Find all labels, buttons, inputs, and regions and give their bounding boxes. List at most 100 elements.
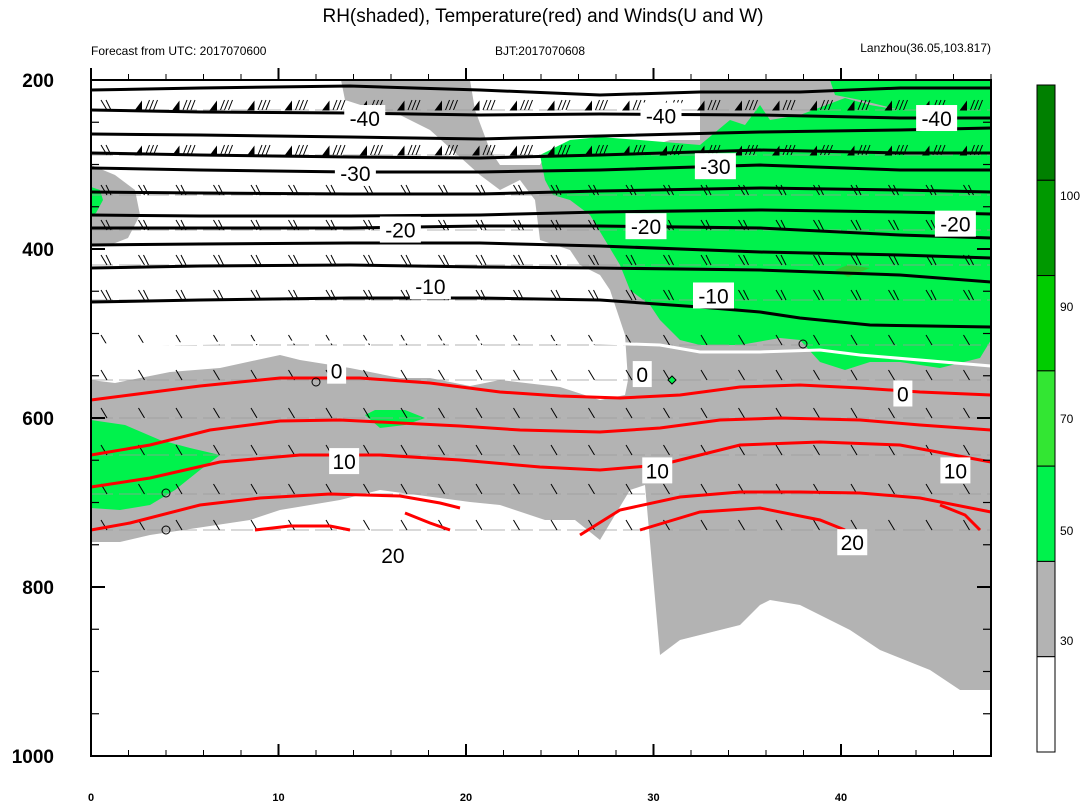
location-label: Lanzhou(36.05,103.817)	[860, 41, 991, 55]
wind-barb	[775, 184, 783, 196]
wind-barb	[888, 219, 895, 231]
wind-barb	[636, 99, 642, 111]
wind-barb	[220, 144, 225, 156]
y-tick-label: 400	[22, 240, 54, 261]
contour-label-box	[893, 380, 913, 407]
wind-barb	[250, 407, 258, 419]
wind-barb	[813, 407, 820, 419]
wind-barb-pennant	[959, 100, 967, 111]
wind-barb	[855, 289, 862, 301]
wind-barb	[861, 99, 867, 111]
wind-barb	[782, 99, 788, 111]
wind-barb	[213, 483, 220, 495]
wind-barb	[775, 289, 783, 301]
contour-label-box	[693, 282, 734, 309]
contour-markers	[161, 339, 808, 535]
wind-barb	[550, 254, 558, 266]
wind-barb	[299, 144, 304, 156]
contour-label-box	[379, 216, 421, 243]
colorbar-tick-label: 90	[1060, 300, 1074, 314]
wind-barb	[100, 289, 108, 301]
wind-barb	[813, 519, 820, 531]
wind-barb	[775, 407, 783, 419]
x-tick-label: 40	[835, 792, 847, 804]
wind-barb-pennant	[884, 100, 892, 111]
isotherm-5	[90, 376, 992, 402]
plot-area: -40 -40 -40 -30 -30 -20 -20 -20 -10 -10 0 0 0 10 10 10 2…	[12, 68, 992, 804]
wind-barb	[486, 99, 492, 111]
wind-barb	[850, 444, 858, 456]
temperature-contours-warm	[90, 376, 992, 537]
wind-barb	[700, 483, 708, 495]
wind-barb	[888, 254, 895, 266]
wind-barb	[738, 334, 745, 346]
wind-barb-pennant	[322, 145, 330, 156]
wind-barb	[105, 289, 112, 301]
contour-label-box	[625, 213, 667, 240]
wind-barb	[705, 254, 712, 266]
wind-barb	[595, 99, 600, 111]
wind-barb	[105, 254, 112, 266]
wind-barb	[599, 144, 604, 156]
wind-barb	[663, 254, 670, 266]
wind-barb	[138, 483, 145, 495]
wind-barb-pennant	[809, 100, 817, 111]
wind-barb	[513, 407, 520, 419]
wind-barb	[588, 407, 595, 419]
wind-barb	[593, 289, 599, 301]
wind-barb-pennant	[359, 145, 367, 156]
wind-barb	[513, 444, 520, 456]
wind-barb-pennant	[247, 145, 255, 156]
contour-label-box	[934, 210, 976, 237]
wind-barb	[925, 519, 933, 531]
wind-barb-pennant	[434, 145, 442, 156]
wind-barb	[400, 254, 408, 266]
contour-label: -20	[385, 220, 415, 243]
wind-barb	[550, 369, 558, 381]
wind-barb	[524, 99, 529, 111]
contour-label: 10	[944, 460, 967, 483]
isotherm-20c	[639, 506, 846, 532]
isotherm-neg40b	[90, 126, 992, 141]
wind-barb	[288, 254, 295, 266]
wind-barb	[818, 219, 824, 231]
wind-barb	[265, 99, 271, 111]
isotherm-neg5	[90, 296, 992, 329]
wind-barb	[482, 99, 488, 111]
contour-label: -40	[350, 108, 380, 131]
wind-barb	[970, 99, 975, 111]
wind-barb	[599, 99, 604, 111]
wind-barb	[100, 254, 108, 266]
wind-barb	[325, 334, 333, 346]
y-tick-label: 600	[22, 409, 54, 430]
wind-barb	[850, 369, 858, 381]
wind-barb	[220, 99, 225, 111]
wind-barb	[332, 144, 338, 156]
wind-barb	[715, 99, 721, 111]
contour-label-box	[344, 105, 386, 132]
wind-barb	[303, 99, 308, 111]
contour-label: -40	[646, 105, 676, 128]
wind-barb	[700, 519, 708, 531]
wind-barb	[480, 254, 487, 266]
wind-barb-pennant	[622, 100, 630, 111]
isotherm-neg10a	[90, 241, 992, 260]
contour-label: 20	[381, 545, 404, 568]
wind-barb	[588, 444, 595, 456]
contour-label: 10	[646, 460, 669, 483]
wind-barb	[925, 289, 933, 301]
contour-label: -30	[340, 163, 370, 186]
wind-barb	[293, 254, 299, 266]
wind-barb	[625, 407, 633, 419]
wind-barb-pennant	[322, 100, 330, 111]
y-tick-label: 200	[22, 71, 54, 92]
wind-barb-pennant	[209, 100, 217, 111]
wind-barb	[550, 407, 558, 419]
wind-barb	[190, 99, 196, 111]
wind-barb	[813, 369, 820, 381]
wind-barb	[738, 369, 745, 381]
wind-barb	[213, 254, 220, 266]
wind-barb-pennant	[434, 100, 442, 111]
wind-barb	[250, 519, 258, 531]
wind-barb	[518, 254, 524, 266]
